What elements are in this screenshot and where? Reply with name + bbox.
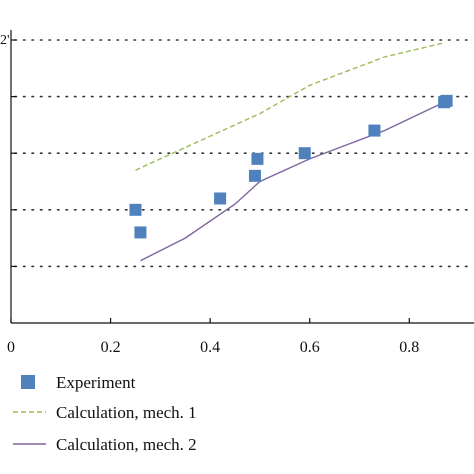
series-experiment-markers: [129, 94, 453, 239]
data-point-marker: [440, 94, 453, 107]
y-axis-ticks: [11, 39, 16, 267]
legend-label: Experiment: [56, 373, 136, 392]
legend-entry: Experiment: [21, 373, 136, 392]
data-point-marker: [368, 124, 381, 137]
data-point-marker: [251, 152, 264, 165]
x-tick-label: 0.4: [200, 339, 220, 356]
x-tick-label: 0.8: [399, 339, 419, 356]
data-point-marker: [248, 169, 261, 182]
legend-label: Calculation, mech. 2: [56, 435, 197, 454]
data-point-marker: [298, 147, 311, 160]
legend-entry: Calculation, mech. 1: [13, 403, 197, 422]
data-point-marker: [214, 192, 227, 205]
series-mech-2-line: [140, 101, 445, 262]
data-point-marker: [134, 226, 147, 239]
legend-label: Calculation, mech. 1: [56, 403, 197, 422]
x-tick-label: 0.6: [300, 339, 320, 356]
x-tick-label: 0.2: [101, 339, 121, 356]
legend-entry: Calculation, mech. 2: [13, 435, 197, 454]
legend-marker-square: [21, 375, 35, 389]
plot-series: [129, 42, 453, 262]
legend: Experiment Calculation, mech. 1 Calculatio…: [13, 373, 197, 454]
x-axis-ticks: 0 0.2 0.4 0.6 0.8: [7, 318, 419, 356]
series-mech-1-line: [135, 42, 445, 171]
x-tick-label: 0: [7, 339, 15, 356]
data-point-marker: [129, 203, 142, 216]
top-label-fragment: 2': [0, 33, 10, 48]
gridlines: [14, 39, 473, 268]
